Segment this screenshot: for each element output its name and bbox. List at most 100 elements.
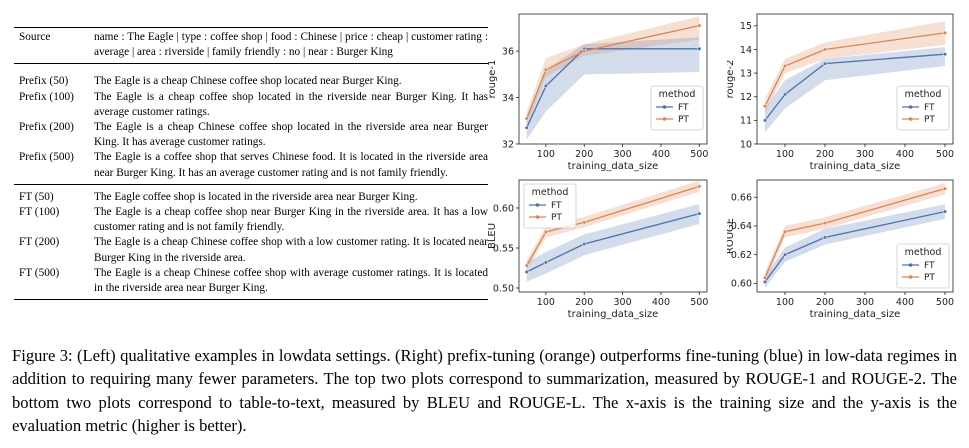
- row-label: FT (500): [19, 266, 60, 279]
- x-tick-label: 100: [537, 149, 555, 160]
- legend-marker: [908, 263, 913, 267]
- data-point: [822, 221, 828, 226]
- data-point: [762, 118, 768, 123]
- data-point: [697, 211, 702, 216]
- x-tick-label: 400: [652, 297, 670, 308]
- legend-label: FT: [551, 201, 562, 211]
- x-tick-label: 300: [614, 297, 632, 308]
- table-row: Prefix (500) The Eagle is a coffee shop …: [14, 150, 488, 180]
- series-line-pt: [764, 187, 946, 278]
- row-text: The Eagle coffee shop is located in the …: [94, 190, 418, 203]
- legend-title: method: [532, 187, 569, 198]
- row-label: FT (100): [19, 206, 60, 219]
- data-point: [543, 67, 548, 72]
- x-tick-label: 500: [690, 297, 708, 308]
- x-tick-label: 300: [856, 149, 874, 160]
- figure-caption: Figure 3: (Left) qualitative examples in…: [12, 346, 957, 436]
- legend-label: PT: [924, 115, 935, 125]
- y-tick-label: 14: [740, 45, 752, 56]
- y-tick-label: 13: [740, 68, 752, 79]
- examples-table: Source name : The Eagle | type : coffee …: [14, 27, 488, 301]
- confidence-band-pt: [765, 182, 945, 284]
- data-point: [782, 252, 788, 257]
- data-point: [782, 63, 788, 69]
- y-axis-label: rouge-1: [487, 60, 498, 99]
- x-tick-label: 300: [856, 297, 874, 308]
- x-axis-label: training_data_size: [810, 161, 901, 172]
- data-point: [582, 220, 587, 225]
- chart-2: 100 200 300 400 500 10 11 12 13 14 15 training_data…: [727, 13, 954, 172]
- x-axis-label: training_data_size: [568, 161, 659, 172]
- source-group: Source name : The Eagle | type : coffee …: [14, 28, 488, 63]
- table-top-rule: [14, 27, 488, 28]
- row-text: The Eagle is a cheap Chinese coffee shop…: [94, 121, 488, 149]
- y-tick-label: 0.62: [731, 250, 752, 261]
- data-point: [697, 184, 702, 189]
- data-point: [762, 279, 768, 284]
- y-axis-label: BLEU: [487, 223, 498, 249]
- prefix-group: Prefix (50) The Eagle is a cheap Chinese…: [14, 64, 488, 183]
- row-text: name : The Eagle | type : coffee shop | …: [94, 31, 488, 59]
- table-rule: [14, 183, 488, 185]
- row-label: Prefix (100): [19, 90, 74, 103]
- x-axis-label: training_data_size: [810, 309, 901, 320]
- data-point: [524, 125, 529, 130]
- legend-title: method: [659, 89, 696, 100]
- y-tick-label: 10: [740, 139, 752, 150]
- data-point: [697, 23, 702, 28]
- x-tick-label: 400: [896, 297, 914, 308]
- data-point: [762, 275, 768, 280]
- table-row: FT (500) The Eagle is a cheap Chinese co…: [14, 266, 488, 296]
- legend-label: PT: [924, 273, 935, 283]
- y-tick-label: 0.55: [493, 243, 514, 254]
- series-line-ft: [526, 212, 700, 273]
- y-axis-label: ROUGE: [727, 218, 736, 254]
- table-row: Prefix (200) The Eagle is a cheap Chines…: [14, 120, 488, 150]
- data-point: [697, 46, 702, 51]
- confidence-band-pt: [765, 21, 945, 114]
- legend-marker: [908, 275, 913, 279]
- chart-1: 100 200 300 400 500 32 34 36 training_data_size r…: [487, 13, 708, 172]
- data-point: [942, 209, 948, 214]
- x-tick-label: 400: [652, 149, 670, 160]
- y-tick-label: 15: [740, 21, 752, 32]
- plot-frame: [756, 13, 954, 145]
- legend-label: PT: [678, 115, 689, 125]
- legend-label: PT: [551, 213, 562, 223]
- table-row: FT (200) The Eagle is a cheap Chinese co…: [14, 235, 488, 265]
- chart-3: 100 200 300 400 500 0.50 0.55 0.60 training_data…: [487, 179, 708, 320]
- legend-marker: [908, 117, 913, 121]
- x-tick-label: 100: [776, 149, 794, 160]
- legend-marker: [535, 215, 540, 219]
- y-tick-label: 0.60: [731, 279, 752, 290]
- x-tick-label: 200: [575, 149, 593, 160]
- plot-frame: [518, 179, 708, 293]
- table-row: FT (50) The Eagle coffee shop is located…: [14, 190, 488, 205]
- confidence-band-ft: [526, 204, 700, 282]
- row-label: FT (200): [19, 236, 60, 249]
- y-axis-label: rouge-2: [727, 60, 736, 99]
- data-point: [942, 186, 948, 191]
- x-tick-label: 200: [575, 297, 593, 308]
- row-label: FT (50): [19, 190, 54, 203]
- data-point: [762, 104, 768, 109]
- data-point: [822, 235, 828, 240]
- plot-frame: [756, 179, 954, 293]
- data-point: [543, 260, 548, 265]
- legend-title: method: [905, 247, 942, 258]
- y-tick-label: 0.64: [731, 221, 752, 232]
- ft-group: FT (50) The Eagle coffee shop is located…: [14, 185, 488, 299]
- legend-title: method: [905, 89, 942, 100]
- x-tick-label: 500: [936, 297, 954, 308]
- y-tick-label: 0.66: [731, 193, 752, 204]
- data-point: [942, 52, 948, 57]
- table-row: FT (100) The Eagle is a cheap coffee sho…: [14, 205, 488, 235]
- table-row: Prefix (50) The Eagle is a cheap Chinese…: [14, 74, 488, 89]
- y-tick-label: 11: [740, 116, 752, 127]
- series-line-pt: [526, 24, 700, 119]
- confidence-band-pt: [526, 16, 700, 126]
- y-tick-label: 0.60: [493, 203, 514, 214]
- data-point: [822, 61, 828, 66]
- row-text: The Eagle is a cheap Chinese coffee shop…: [94, 236, 488, 264]
- x-tick-label: 500: [936, 149, 954, 160]
